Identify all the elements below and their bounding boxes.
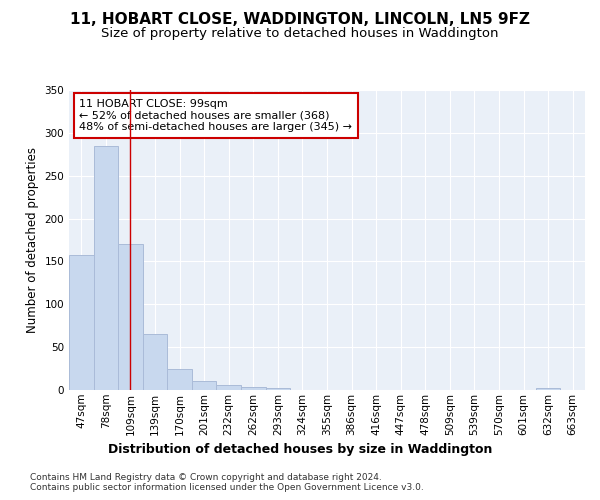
Bar [241,388,266,390]
Bar [217,385,241,390]
Bar [167,368,192,390]
Text: Distribution of detached houses by size in Waddington: Distribution of detached houses by size … [108,442,492,456]
Bar [192,382,217,390]
Text: Contains HM Land Registry data © Crown copyright and database right 2024.
Contai: Contains HM Land Registry data © Crown c… [30,472,424,492]
Bar [536,388,560,390]
Text: Size of property relative to detached houses in Waddington: Size of property relative to detached ho… [101,28,499,40]
Bar [94,146,118,390]
Y-axis label: Number of detached properties: Number of detached properties [26,147,39,333]
Bar [69,256,94,390]
Bar [118,244,143,390]
Bar [266,388,290,390]
Bar [143,334,167,390]
Text: 11, HOBART CLOSE, WADDINGTON, LINCOLN, LN5 9FZ: 11, HOBART CLOSE, WADDINGTON, LINCOLN, L… [70,12,530,28]
Text: 11 HOBART CLOSE: 99sqm
← 52% of detached houses are smaller (368)
48% of semi-de: 11 HOBART CLOSE: 99sqm ← 52% of detached… [79,99,352,132]
